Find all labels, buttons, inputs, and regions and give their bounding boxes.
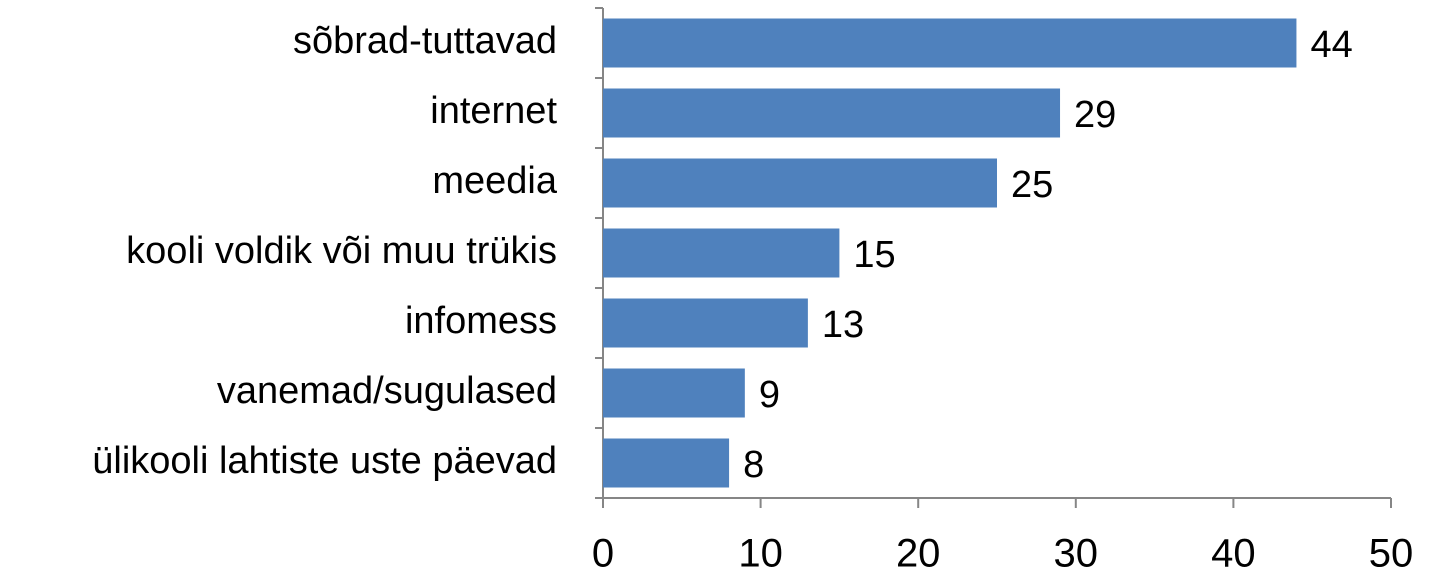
- y-tick-label: ülikooli lahtiste uste päevad: [92, 440, 557, 482]
- x-tick-label: 40: [1211, 532, 1256, 576]
- value-label: 9: [759, 374, 780, 416]
- x-tick-label: 20: [896, 532, 941, 576]
- bar: [603, 18, 1297, 68]
- x-tick-label: 50: [1369, 532, 1414, 576]
- bar: [603, 438, 730, 488]
- value-label: 13: [822, 304, 864, 346]
- y-tick-label: internet: [430, 90, 557, 132]
- bar: [603, 368, 745, 418]
- bar: [603, 158, 997, 208]
- bar: [603, 88, 1061, 138]
- bar: [603, 298, 808, 348]
- value-label: 8: [743, 444, 764, 486]
- y-tick-label: vanemad/sugulased: [217, 370, 557, 412]
- value-label: 44: [1310, 24, 1352, 66]
- x-tick-label: 30: [1054, 532, 1099, 576]
- x-tick-label: 0: [592, 532, 614, 576]
- bar: [603, 228, 840, 278]
- value-label: 15: [853, 234, 895, 276]
- y-tick-label: meedia: [432, 160, 557, 202]
- x-tick-label: 10: [738, 532, 783, 576]
- value-label: 29: [1074, 94, 1116, 136]
- y-tick-label: kooli voldik või muu trükis: [126, 230, 557, 272]
- y-tick-label: infomess: [405, 300, 557, 342]
- value-label: 25: [1011, 164, 1053, 206]
- y-tick-label: sõbrad-tuttavad: [293, 20, 557, 62]
